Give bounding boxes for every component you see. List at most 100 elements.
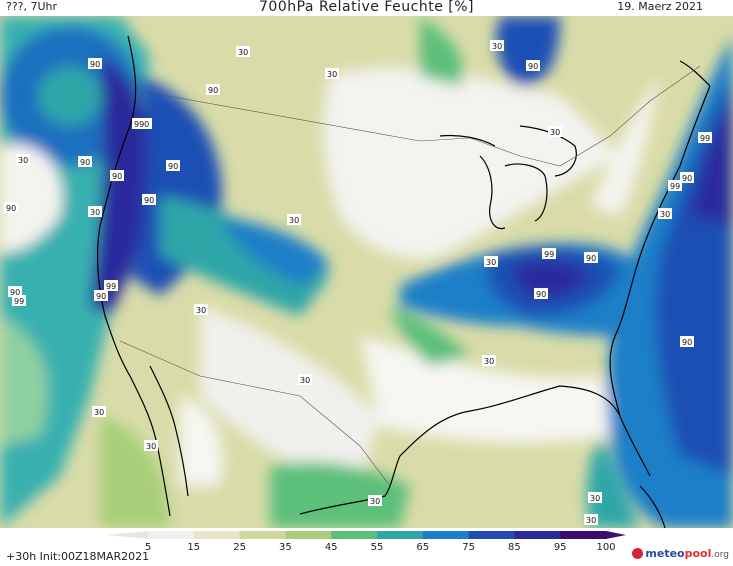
svg-text:30: 30 — [196, 306, 206, 315]
svg-text:30: 30 — [586, 516, 596, 525]
contour-label: 90 — [534, 288, 548, 299]
contour-label: 30 — [482, 355, 496, 366]
svg-text:90: 90 — [208, 86, 218, 95]
svg-text:30: 30 — [486, 258, 496, 267]
legend-swatch — [422, 531, 470, 539]
svg-text:30: 30 — [90, 208, 100, 217]
contour-label: 99 — [104, 280, 118, 291]
svg-text:99: 99 — [14, 297, 24, 306]
contour-label: 90 — [680, 172, 694, 183]
contour-label: 30 — [325, 68, 339, 79]
contour-label: 90 — [680, 336, 694, 347]
contour-label: 990 — [132, 118, 152, 129]
svg-text:90: 90 — [168, 162, 178, 171]
svg-text:90: 90 — [682, 174, 692, 183]
humidity-map: 30 30 30 90 90 990 30 90 90 90 90 30 90 … — [0, 16, 733, 528]
legend-tick-label: 55 — [370, 542, 384, 553]
coastlines — [96, 35, 711, 528]
legend-tick-label: 35 — [279, 542, 292, 553]
legend-swatch — [514, 531, 561, 539]
contour-label: 30 — [548, 126, 562, 137]
svg-text:90: 90 — [536, 290, 546, 299]
svg-text:90: 90 — [10, 288, 20, 297]
legend-tick-label: 100 — [596, 542, 616, 553]
contour-label: 30 — [16, 154, 30, 165]
contour-label: 30 — [287, 214, 301, 225]
svg-text:30: 30 — [492, 42, 502, 51]
svg-text:30: 30 — [327, 70, 337, 79]
legend-swatch — [148, 531, 195, 539]
contour-label: 30 — [88, 206, 102, 217]
legend-tick-label: 95 — [553, 542, 567, 553]
svg-text:99: 99 — [544, 250, 554, 259]
svg-text:30: 30 — [484, 357, 494, 366]
legend-swatch — [468, 531, 515, 539]
footer-bar: 5 15 25 35 45 55 65 75 85 95 100 +30h Init:00Z18MA… — [0, 528, 733, 566]
legend-tick-label: 65 — [416, 542, 430, 553]
legend-swatch — [377, 531, 424, 539]
map-title: 700hPa Relative Feuchte [%] — [259, 0, 474, 15]
contour-label: 90 — [78, 156, 92, 167]
svg-text:99: 99 — [670, 182, 680, 191]
borders — [119, 65, 701, 487]
legend-tick-label: 5 — [144, 542, 152, 553]
svg-text:90: 90 — [144, 196, 154, 205]
contour-label: 90 — [142, 194, 156, 205]
svg-text:90: 90 — [586, 254, 596, 263]
logo-icon — [632, 548, 644, 559]
contour-label: 30 — [144, 440, 158, 451]
svg-text:30: 30 — [238, 48, 248, 57]
legend-arrow-left — [106, 531, 148, 539]
contour-label: 30 — [298, 374, 312, 385]
svg-text:30: 30 — [18, 156, 28, 165]
legend-tick-label: 15 — [187, 542, 201, 553]
contour-label: 30 — [584, 514, 598, 525]
svg-text:90: 90 — [90, 60, 100, 69]
svg-text:30: 30 — [300, 376, 310, 385]
svg-text:99: 99 — [106, 282, 116, 291]
contour-labels: 30 30 30 90 90 990 30 90 90 90 90 30 90 … — [4, 40, 712, 525]
svg-text:90: 90 — [528, 62, 538, 71]
svg-text:90: 90 — [96, 292, 106, 301]
color-legend — [106, 531, 626, 539]
contour-label: 30 — [484, 256, 498, 267]
contour-label: 90 — [584, 252, 598, 263]
legend-swatch — [331, 531, 378, 539]
contour-label: 30 — [194, 304, 208, 315]
svg-text:30: 30 — [94, 408, 104, 417]
contour-label: 99 — [698, 132, 712, 143]
legend-tick-label: 25 — [233, 542, 246, 553]
contour-label: 90 — [110, 170, 124, 181]
svg-text:30: 30 — [370, 497, 380, 506]
contour-label: 90 — [4, 202, 18, 213]
svg-text:90: 90 — [112, 172, 122, 181]
contour-label: 30 — [368, 495, 382, 506]
svg-text:90: 90 — [6, 204, 16, 213]
contour-label: 90 — [526, 60, 540, 71]
contour-label: 99 — [12, 295, 26, 306]
contour-label: 99 — [542, 248, 556, 259]
legend-tick-label: 45 — [324, 542, 338, 553]
meteopool-logo: meteopool.org — [632, 547, 729, 560]
date-label: 19. Maerz 2021 — [617, 0, 703, 13]
svg-text:30: 30 — [289, 216, 299, 225]
svg-text:90: 90 — [80, 158, 90, 167]
header-bar: ???, 7Uhr 700hPa Relative Feuchte [%] 19… — [0, 0, 733, 16]
legend-arrow-right — [606, 531, 626, 539]
contour-label: 90 — [94, 290, 108, 301]
svg-text:99: 99 — [700, 134, 710, 143]
svg-text:30: 30 — [660, 210, 670, 219]
svg-text:90: 90 — [682, 338, 692, 347]
legend-tick-label: 75 — [462, 542, 475, 553]
legend-swatch — [193, 531, 241, 539]
contour-label: 30 — [236, 46, 250, 57]
contour-label: 90 — [8, 286, 22, 297]
legend-swatch — [560, 531, 607, 539]
contour-label: 90 — [206, 84, 220, 95]
svg-text:30: 30 — [146, 442, 156, 451]
contour-label: 99 — [668, 180, 682, 191]
legend-tick-label: 85 — [508, 542, 521, 553]
contour-label: 30 — [92, 406, 106, 417]
svg-text:30: 30 — [590, 494, 600, 503]
contour-label: 90 — [166, 160, 180, 171]
